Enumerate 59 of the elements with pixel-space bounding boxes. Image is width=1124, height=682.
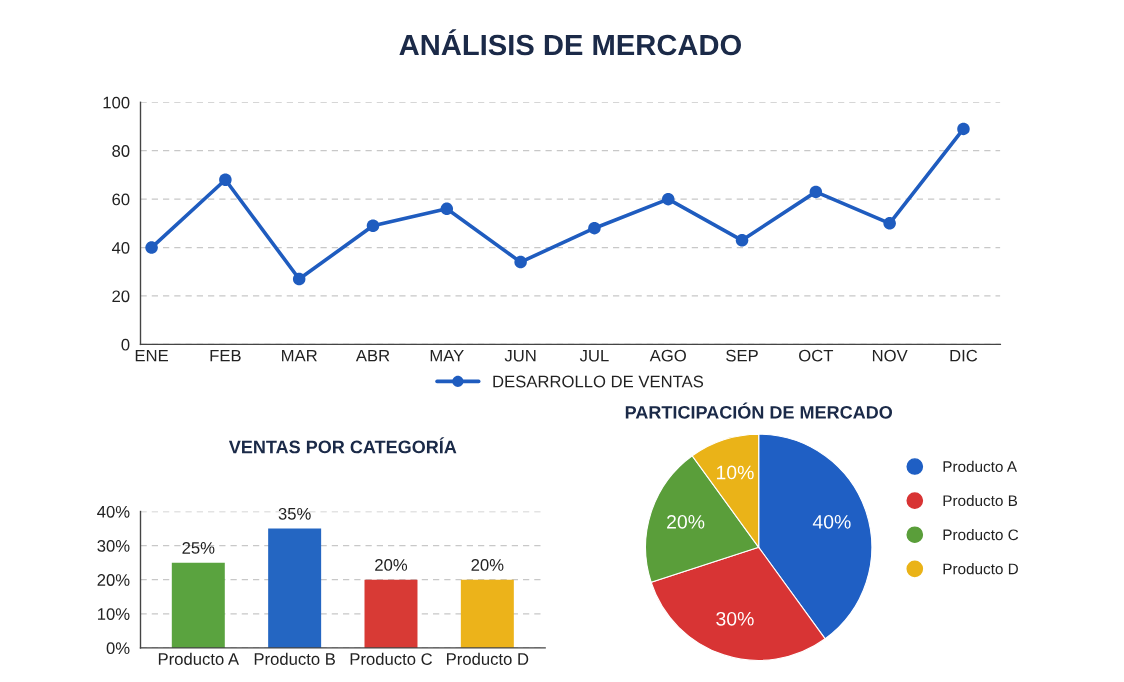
x-tick-label: OCT — [799, 349, 834, 362]
point — [440, 202, 454, 216]
y-tick-label: 0 — [121, 338, 130, 351]
y-tick-label: 10% — [98, 608, 130, 620]
data-label: 35% — [278, 507, 311, 520]
y-tick-label: 0% — [106, 642, 130, 655]
legend-label: Producto B — [943, 494, 1018, 507]
data-label: 10% — [716, 465, 754, 480]
bar — [460, 579, 514, 648]
x-tick-label: Producto B — [254, 652, 335, 665]
x-tick-label: ENE — [135, 349, 168, 362]
chart-title: VENTAS POR CATEGORÍA — [228, 437, 457, 454]
chart-title: ANÁLISIS DE MERCADO — [399, 29, 741, 56]
point — [366, 219, 380, 233]
x-tick-label: MAR — [282, 349, 317, 362]
point — [219, 173, 232, 187]
x-tick-label: SEP — [726, 349, 758, 362]
data-label: 40% — [812, 514, 851, 529]
legend-label: DESARROLLO DE VENTAS — [493, 375, 704, 388]
data-label: 20% — [471, 559, 504, 571]
point — [661, 192, 675, 206]
data-label: 25% — [182, 542, 215, 554]
x-tick-label: Producto C — [350, 652, 433, 665]
y-tick-label: 30% — [97, 540, 130, 552]
y-tick-label: 100 — [103, 96, 130, 109]
x-tick-label: Producto A — [158, 652, 240, 665]
point — [145, 241, 158, 254]
x-tick-label: NOV — [872, 349, 908, 362]
x-tick-label: ABR — [355, 349, 390, 362]
chart-title: PARTICIPACIÓN DE MERCADO — [625, 402, 893, 419]
y-tick-label: 40% — [97, 505, 130, 518]
x-tick-label: FEB — [210, 349, 241, 362]
y-tick-label: 60 — [112, 193, 130, 206]
point — [883, 217, 896, 230]
y-tick-label: 20% — [97, 574, 130, 586]
legend-label: Producto C — [943, 529, 1019, 541]
data-label: 30% — [716, 611, 754, 626]
point — [735, 234, 749, 247]
point — [809, 185, 823, 199]
x-tick-label: JUN — [504, 349, 536, 362]
point — [292, 272, 306, 286]
x-tick-label: DIC — [950, 349, 978, 362]
data-label: 20% — [375, 559, 408, 571]
x-tick-label: MAY — [430, 349, 464, 362]
point — [514, 255, 527, 269]
x-tick-label: AGO — [649, 349, 686, 362]
y-tick-label: 80 — [112, 145, 130, 157]
x-tick-label: Producto D — [447, 652, 529, 665]
y-tick-label: 20 — [112, 290, 130, 303]
bar — [268, 528, 322, 648]
legend-label: Producto D — [943, 563, 1018, 575]
point — [588, 221, 601, 235]
y-tick-label: 40 — [111, 241, 130, 254]
data-label: 20% — [667, 514, 705, 529]
bar — [171, 562, 225, 648]
x-tick-label: JUL — [579, 349, 609, 362]
bar — [364, 579, 418, 648]
legend-label: Producto A — [943, 460, 1017, 473]
point — [957, 122, 970, 136]
